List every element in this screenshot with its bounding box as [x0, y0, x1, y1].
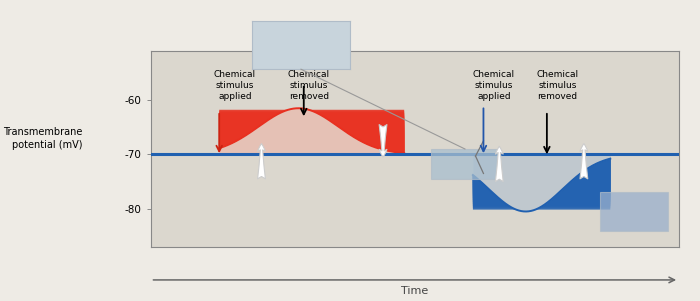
Text: Transmembrane
potential (mV): Transmembrane potential (mV) [4, 127, 83, 150]
Text: Chemical
stimulus
removed: Chemical stimulus removed [288, 70, 330, 101]
Text: Time: Time [401, 286, 428, 296]
FancyBboxPatch shape [430, 149, 499, 179]
Text: Chemical
stimulus
removed: Chemical stimulus removed [536, 70, 578, 101]
FancyBboxPatch shape [600, 192, 668, 231]
Text: Chemical
stimulus
applied: Chemical stimulus applied [473, 70, 515, 101]
Text: Chemical
stimulus
applied: Chemical stimulus applied [214, 70, 256, 101]
